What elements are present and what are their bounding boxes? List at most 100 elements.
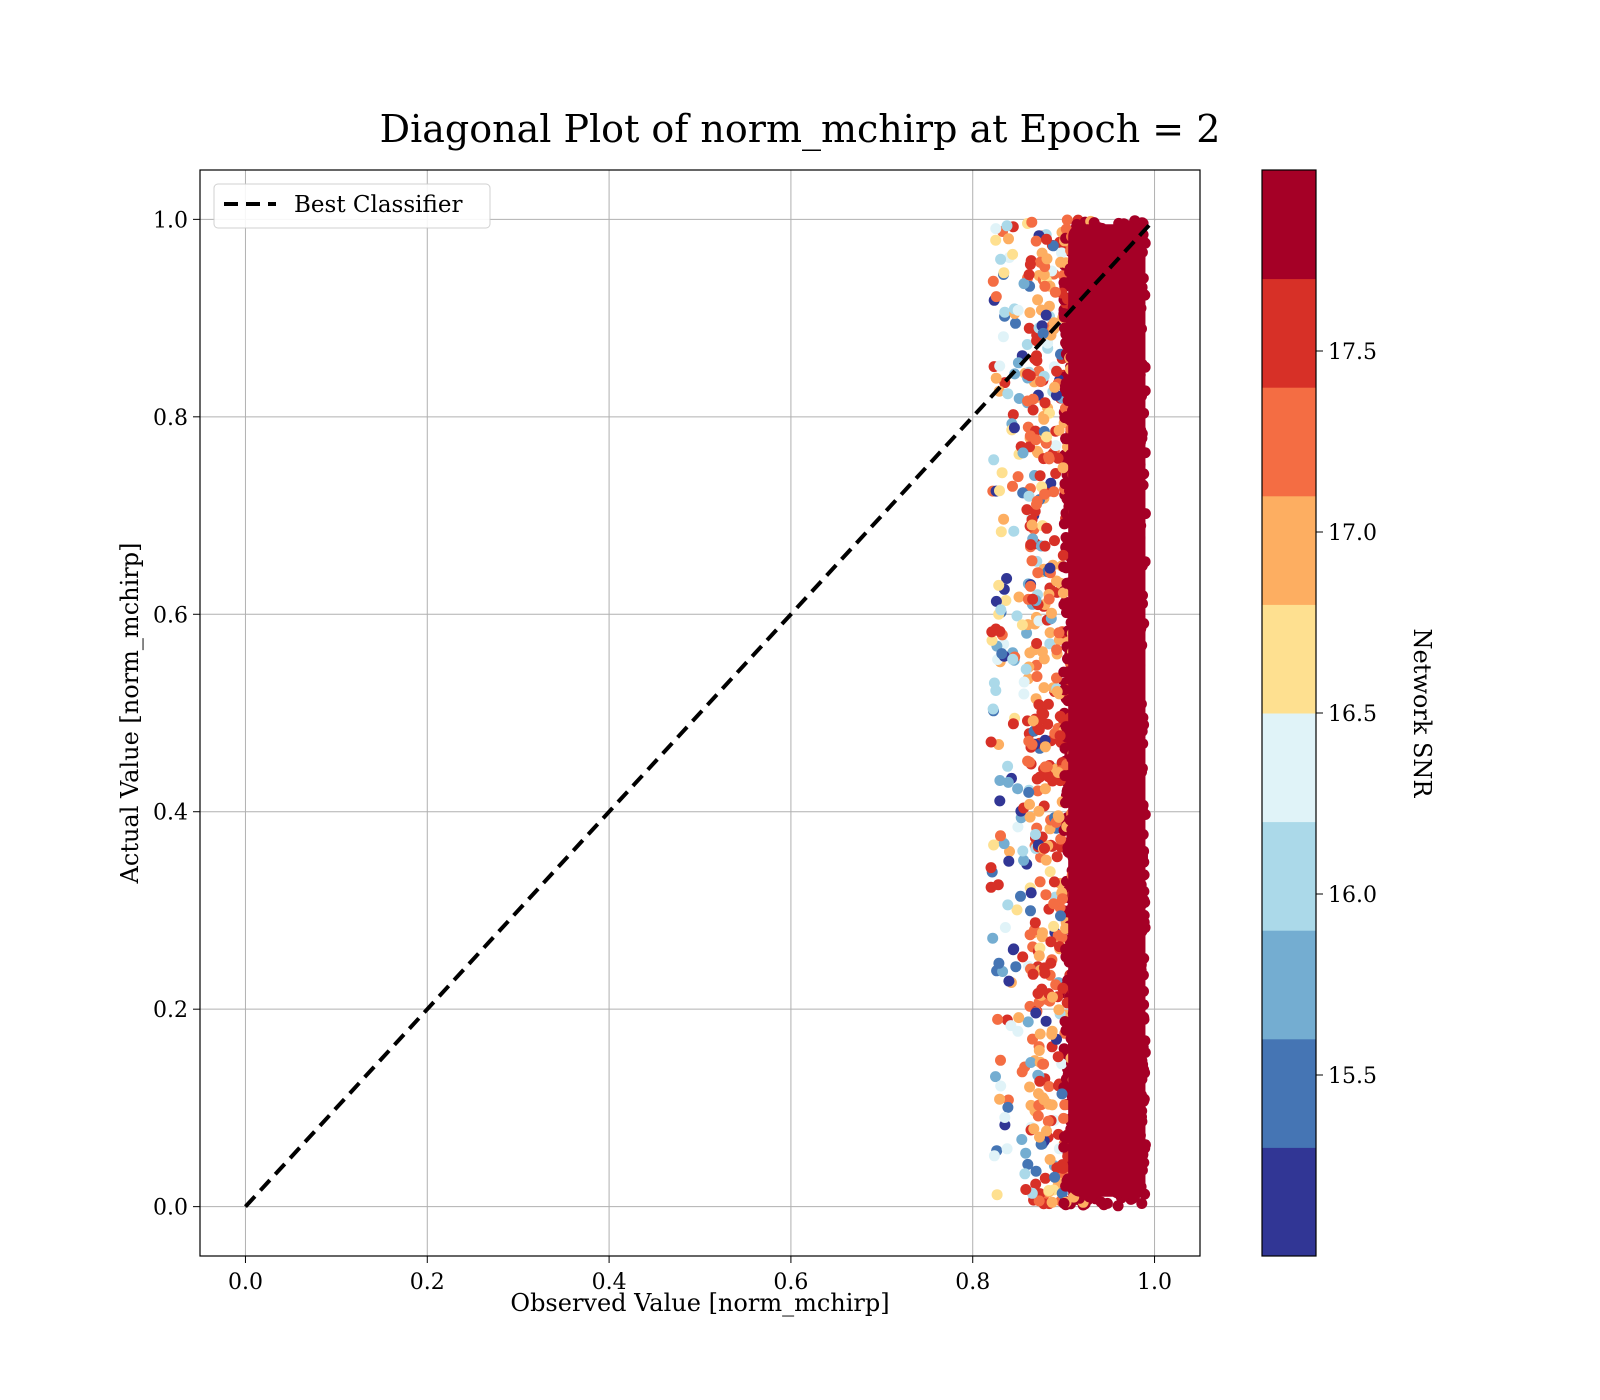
- scatter-point: [1038, 413, 1050, 425]
- scatter-point: [1016, 1134, 1028, 1145]
- scatter-point: [1034, 771, 1046, 783]
- scatter-point: [1032, 1110, 1044, 1122]
- scatter-point: [1039, 741, 1051, 753]
- scatter-point: [985, 862, 997, 874]
- scatter-point: [1052, 810, 1064, 822]
- colorbar-label: Network SNR: [1408, 629, 1436, 799]
- scatter-point: [986, 626, 998, 638]
- scatter-point: [1039, 397, 1051, 409]
- y-tick-label: 0.0: [153, 1196, 188, 1221]
- scatter-point: [1016, 619, 1028, 631]
- scatter-point: [1041, 522, 1053, 534]
- scatter-point: [1024, 811, 1036, 823]
- scatter-point: [1032, 294, 1044, 306]
- scatter-point: [1050, 468, 1062, 479]
- scatter-point: [1048, 898, 1060, 910]
- scatter-point: [1052, 452, 1064, 464]
- scatter-point: [1032, 567, 1044, 579]
- colorbar-tick-label: 16.5: [1328, 702, 1377, 727]
- x-tick-label: 0.2: [410, 1270, 445, 1295]
- scatter-point: [994, 360, 1006, 372]
- scatter-point: [1001, 220, 1013, 232]
- scatter-point: [1028, 1123, 1040, 1135]
- scatter-point: [997, 331, 1009, 343]
- scatter-point: [999, 1112, 1011, 1123]
- y-tick-label: 0.2: [153, 998, 188, 1023]
- scatter-point: [1044, 627, 1056, 639]
- scatter-point: [1027, 404, 1039, 416]
- scatter-point: [1058, 1197, 1070, 1209]
- scatter-point: [1027, 393, 1039, 405]
- scatter-point: [1033, 1045, 1045, 1056]
- scatter-point: [991, 1189, 1003, 1201]
- scatter-point: [1058, 1112, 1070, 1124]
- scatter-point: [1049, 381, 1061, 393]
- scatter-point: [988, 839, 1000, 851]
- scatter-point: [1050, 440, 1062, 452]
- scatter-point: [1015, 890, 1026, 902]
- scatter-point: [1037, 327, 1049, 339]
- scatter-point: [998, 513, 1010, 525]
- scatter-point: [1025, 905, 1036, 917]
- scatter-point: [1031, 671, 1043, 682]
- scatter-point: [985, 736, 997, 748]
- scatter-point: [1057, 462, 1069, 474]
- scatter-point: [1017, 845, 1029, 857]
- scatter-point: [1055, 910, 1066, 922]
- scatter-point: [1044, 562, 1056, 574]
- scatter-point: [1018, 854, 1030, 866]
- scatter-point: [1039, 540, 1051, 552]
- scatter-point: [1095, 1196, 1107, 1208]
- scatter-point: [993, 957, 1005, 969]
- scatter-point: [1035, 376, 1047, 388]
- scatter-point: [1033, 699, 1045, 711]
- scatter-point: [1002, 776, 1014, 788]
- scatter-point: [1037, 927, 1048, 939]
- scatter-point: [1058, 518, 1070, 530]
- scatter-point: [1018, 676, 1030, 688]
- scatter-point: [1012, 471, 1024, 483]
- x-tick-label: 1.0: [1137, 1270, 1172, 1295]
- colorbar-tick-label: 17.0: [1328, 521, 1377, 546]
- scatter-point: [1002, 760, 1014, 772]
- scatter-point: [990, 234, 1002, 246]
- scatter-point: [1046, 607, 1057, 619]
- scatter-point: [994, 626, 1006, 637]
- scatter-point: [1026, 739, 1038, 750]
- scatter-point: [990, 291, 1002, 303]
- scatter-point: [1136, 1198, 1148, 1209]
- scatter-point: [1053, 424, 1065, 436]
- legend[interactable]: Best Classifier: [213, 183, 491, 229]
- scatter-point: [1011, 610, 1023, 622]
- colorbar-segment: [1262, 930, 1316, 1040]
- scatter-point: [1044, 1154, 1056, 1165]
- scatter-point: [1002, 388, 1014, 400]
- scatter-point: [1059, 770, 1071, 782]
- scatter-point: [1048, 486, 1060, 498]
- scatter-point: [1024, 929, 1036, 941]
- colorbar-segment: [1262, 1147, 1316, 1257]
- scatter-point: [1044, 866, 1056, 878]
- scatter-point: [1039, 488, 1051, 500]
- scatter-point: [1038, 1094, 1050, 1106]
- scatter-point: [1024, 647, 1036, 659]
- scatter-point: [1059, 478, 1071, 490]
- scatter-point: [1019, 1168, 1031, 1180]
- scatter-point: [1003, 975, 1015, 987]
- scatter-point: [1057, 549, 1069, 561]
- scatter-point: [996, 648, 1008, 660]
- scatter-point: [1058, 561, 1070, 573]
- plot-frame: [199, 169, 1201, 1257]
- scatter-point: [1043, 771, 1055, 783]
- scatter-point: [994, 775, 1006, 786]
- colorbar-segment: [1262, 821, 1316, 931]
- scatter-point: [1029, 353, 1041, 365]
- scatter-point: [1011, 904, 1023, 916]
- colorbar-tick-label: 16.0: [1328, 883, 1377, 908]
- scatter-point: [1051, 365, 1063, 377]
- scatter-point: [1033, 615, 1045, 627]
- colorbar-tick-label: 15.5: [1328, 1064, 1377, 1089]
- scatter-point: [1033, 805, 1045, 817]
- scatter-point: [1008, 422, 1020, 434]
- scatter-point: [1017, 951, 1029, 963]
